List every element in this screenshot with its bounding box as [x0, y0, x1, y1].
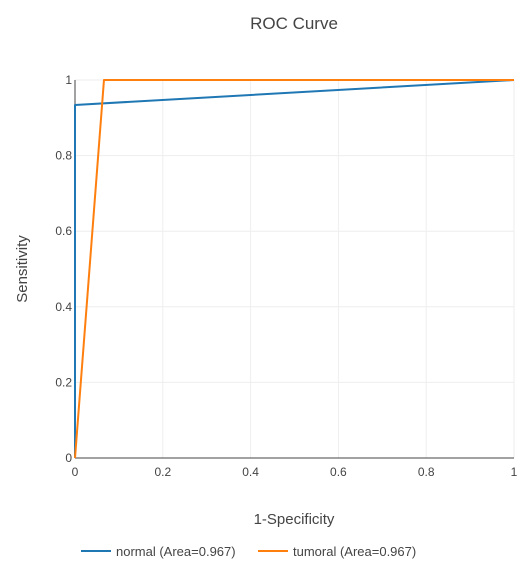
series-line-normal[interactable] [74, 79, 515, 458]
y-tick-label: 0.2 [55, 375, 72, 389]
x-axis-label: 1-Specificity [254, 511, 335, 528]
axes [74, 80, 514, 459]
x-tick-label: 0 [72, 465, 79, 479]
y-tick-label: 0.4 [55, 300, 72, 314]
series-line-tumoral[interactable] [74, 79, 514, 459]
x-tick-label: 0.8 [418, 465, 435, 479]
x-tick-label: 0.4 [242, 465, 259, 479]
y-tick-label: 1 [65, 73, 72, 87]
legend-item-tumoral[interactable]: tumoral (Area=0.967) [258, 544, 416, 559]
chart-title: ROC Curve [250, 14, 338, 33]
x-tick-label: 0.6 [330, 465, 347, 479]
grid [75, 79, 515, 458]
y-tick-label: 0.8 [55, 149, 72, 163]
legend-label: tumoral (Area=0.967) [293, 544, 416, 559]
y-tick-label: 0 [65, 451, 72, 465]
y-axis-label: Sensitivity [14, 235, 31, 303]
y-tick-label: 0.6 [55, 224, 72, 238]
x-tick-label: 1 [511, 465, 518, 479]
x-tick-label: 0.2 [154, 465, 171, 479]
legend-item-normal[interactable]: normal (Area=0.967) [81, 544, 236, 559]
legend-label: normal (Area=0.967) [116, 544, 236, 559]
legend[interactable]: normal (Area=0.967) tumoral (Area=0.967) [81, 544, 416, 559]
tick-labels: 0 0.2 0.4 0.6 0.8 1 0 0.2 0.4 0.6 0.8 1 [55, 73, 517, 479]
series [74, 79, 515, 459]
